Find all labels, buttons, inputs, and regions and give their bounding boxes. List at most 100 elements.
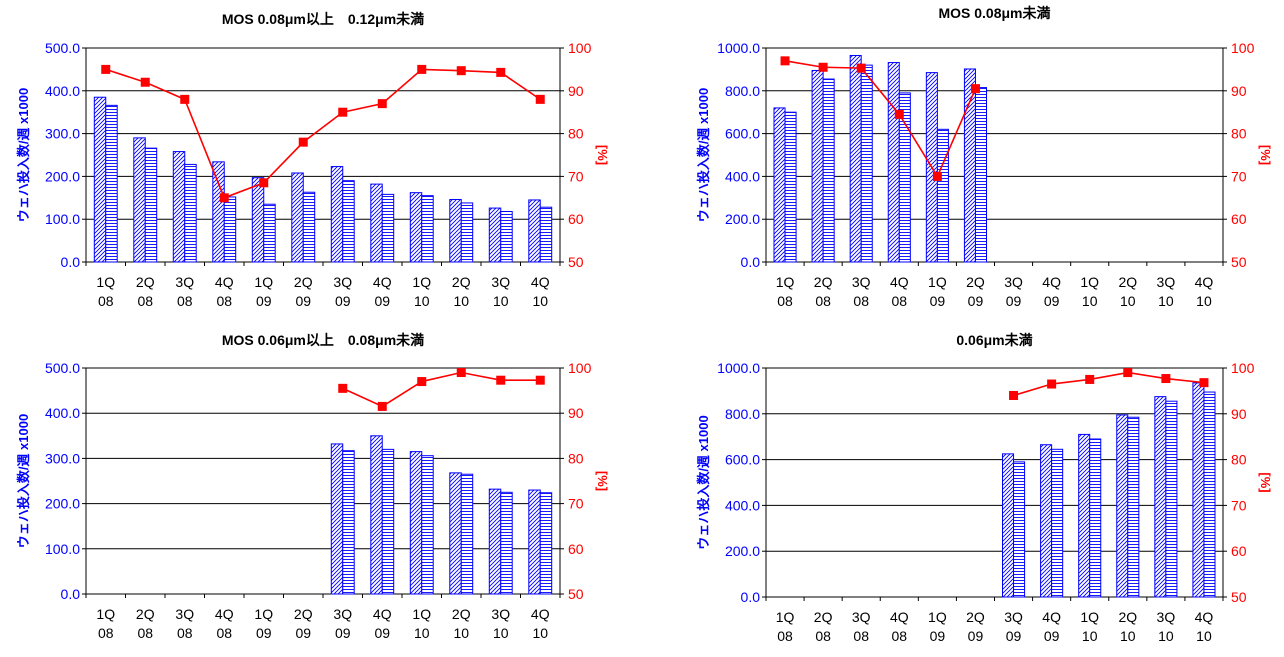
- x-tick-label: 10: [453, 625, 469, 641]
- line-marker: [298, 137, 308, 147]
- bar-s2: [1089, 438, 1102, 598]
- x-tick-label: 08: [853, 293, 869, 309]
- line-marker: [180, 94, 190, 104]
- line-marker: [496, 375, 506, 385]
- chart-2: MOS 0.08μm未満 0.0 200.0 400.0 600.0 800.0 1000.…: [696, 5, 1273, 309]
- x-tick-label: 09: [374, 293, 390, 309]
- x-tick-label: 4Q: [531, 274, 550, 290]
- bar-s2: [381, 448, 395, 595]
- x-tick-label: 2Q: [1118, 609, 1137, 625]
- bar-s2: [1127, 416, 1140, 598]
- bar-s2: [822, 78, 835, 263]
- bar-s2: [1013, 461, 1026, 598]
- x-tick-label: 3Q: [491, 606, 510, 622]
- bar-s2: [144, 147, 158, 263]
- x-tick-label: 1Q: [776, 609, 795, 625]
- line-marker: [780, 56, 790, 66]
- bar-s2: [263, 203, 276, 263]
- y2-tick-label: 80: [1231, 126, 1247, 142]
- x-tick-label: 3Q: [175, 274, 194, 290]
- y2-axis-title: [%]: [1258, 472, 1273, 492]
- x-tick-label: 08: [777, 628, 793, 644]
- line-marker: [1047, 379, 1057, 389]
- line-marker: [140, 77, 150, 87]
- bar-s2: [460, 473, 474, 595]
- x-tick-label: 1Q: [1080, 274, 1099, 290]
- y-tick-label: 500.0: [45, 40, 80, 56]
- y-tick-label: 200.0: [725, 211, 760, 227]
- x-tick-label: 08: [177, 625, 193, 641]
- line-series: [105, 68, 541, 199]
- x-tick-label: 1Q: [928, 274, 947, 290]
- bar-s2: [342, 450, 355, 595]
- bar-s2: [460, 202, 474, 263]
- y-axis-title: ウェハ投入数/週 x1000: [696, 415, 711, 549]
- bar-s1: [370, 435, 383, 595]
- x-tick-label: 3Q: [333, 606, 352, 622]
- bar-s2: [105, 104, 118, 263]
- line-marker: [259, 178, 269, 188]
- x-tick-label: 10: [1196, 293, 1212, 309]
- x-tick-label: 10: [1158, 628, 1174, 644]
- bar-s2: [539, 206, 553, 263]
- chart-title: MOS 0.06μm以上 0.08μm未満: [222, 332, 424, 348]
- bar-s2: [223, 196, 237, 263]
- line-series: [342, 371, 541, 408]
- x-tick-label: 2Q: [136, 274, 155, 290]
- x-tick-label: 08: [98, 293, 114, 309]
- bar-s2: [860, 64, 873, 263]
- x-tick-label: 10: [1158, 293, 1174, 309]
- bar-s1: [849, 54, 862, 263]
- x-tick-label: 3Q: [175, 606, 194, 622]
- y2-tick-label: 90: [568, 83, 584, 99]
- bar-s1: [1116, 414, 1129, 598]
- y-tick-label: 800.0: [725, 83, 760, 99]
- y2-tick-label: 100: [568, 40, 592, 56]
- line-marker: [970, 84, 980, 94]
- x-tick-label: 08: [137, 625, 153, 641]
- x-tick-label: 3Q: [852, 274, 871, 290]
- x-tick-label: 3Q: [1157, 274, 1176, 290]
- y2-axis-title: [%]: [595, 471, 610, 491]
- line-marker: [456, 368, 466, 378]
- chart-4: 0.06μm未満 0.0 200.0 400.0 600.0 800.0 1000.0 50 6…: [696, 332, 1273, 644]
- line-marker: [417, 64, 427, 74]
- bar-s2: [500, 491, 513, 595]
- x-tick-label: 3Q: [333, 274, 352, 290]
- y2-tick-label: 80: [568, 126, 584, 142]
- bar-s1: [1040, 444, 1053, 598]
- x-tick-label: 09: [1044, 628, 1060, 644]
- y2-tick-label: 70: [1231, 497, 1247, 513]
- x-tick-label: 10: [1082, 628, 1098, 644]
- line-marker: [1009, 390, 1019, 400]
- x-tick-label: 4Q: [215, 606, 234, 622]
- x-tick-label: 4Q: [215, 274, 234, 290]
- y2-tick-label: 50: [568, 254, 584, 270]
- x-tick-label: 09: [930, 293, 946, 309]
- x-tick-label: 10: [493, 293, 509, 309]
- bar-s2: [1165, 400, 1178, 598]
- bar-s2: [381, 193, 395, 263]
- x-tick-label: 3Q: [1004, 609, 1023, 625]
- x-tick-label: 09: [1044, 293, 1060, 309]
- y2-tick-label: 50: [1231, 589, 1247, 605]
- bar-s1: [488, 207, 502, 263]
- bar-s1: [773, 107, 786, 263]
- bar-s2: [974, 87, 988, 263]
- x-tick-label: 4Q: [373, 274, 392, 290]
- x-tick-label: 10: [1120, 628, 1136, 644]
- line-marker: [219, 193, 229, 203]
- x-tick-label: 2Q: [452, 606, 471, 622]
- line-marker: [101, 64, 111, 74]
- x-tick-label: 10: [493, 625, 509, 641]
- x-tick-label: 08: [892, 293, 908, 309]
- bar-s1: [963, 68, 976, 263]
- y-tick-label: 200.0: [725, 543, 760, 559]
- x-tick-label: 2Q: [1118, 274, 1137, 290]
- y2-tick-label: 60: [1231, 543, 1247, 559]
- x-tick-label: 09: [256, 625, 272, 641]
- y-tick-label: 400.0: [725, 168, 760, 184]
- y2-tick-label: 90: [1231, 406, 1247, 422]
- line-marker: [1123, 368, 1133, 378]
- bar-s1: [449, 199, 462, 263]
